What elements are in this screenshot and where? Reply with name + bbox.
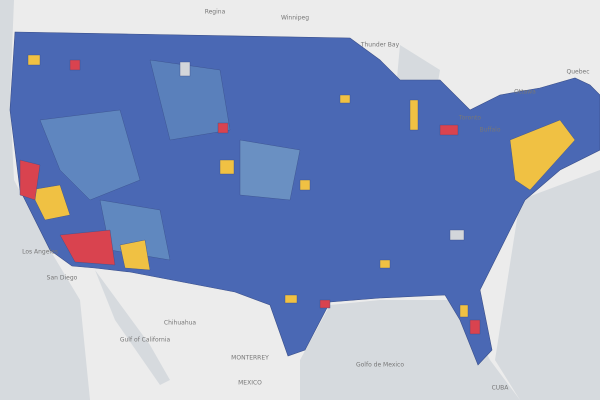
place-label: MONTERREY bbox=[231, 355, 269, 362]
place-label: Golfo de Mexico bbox=[356, 362, 404, 369]
gulf-of-california bbox=[95, 270, 170, 385]
place-label: Winnipeg bbox=[281, 15, 309, 22]
atlantic-ocean bbox=[495, 170, 600, 400]
place-label: MEXICO bbox=[238, 380, 262, 387]
place-label: Buffalo bbox=[479, 127, 500, 134]
place-label: Thunder Bay bbox=[360, 42, 400, 49]
pacific-ocean bbox=[0, 0, 90, 400]
place-label: Ottawa bbox=[514, 89, 536, 96]
place-label: CUBA bbox=[492, 385, 510, 392]
place-label: Regina bbox=[205, 9, 226, 16]
place-label: Toronto bbox=[458, 115, 481, 122]
us-counties bbox=[9, 31, 600, 366]
county-patches bbox=[19, 54, 576, 335]
place-label: Chihuahua bbox=[164, 320, 197, 327]
place-label: San Diego bbox=[47, 275, 78, 282]
place-label: Los Angeles bbox=[22, 249, 58, 256]
place-label: Quebec bbox=[566, 69, 589, 76]
place-label: Gulf of California bbox=[120, 337, 171, 344]
